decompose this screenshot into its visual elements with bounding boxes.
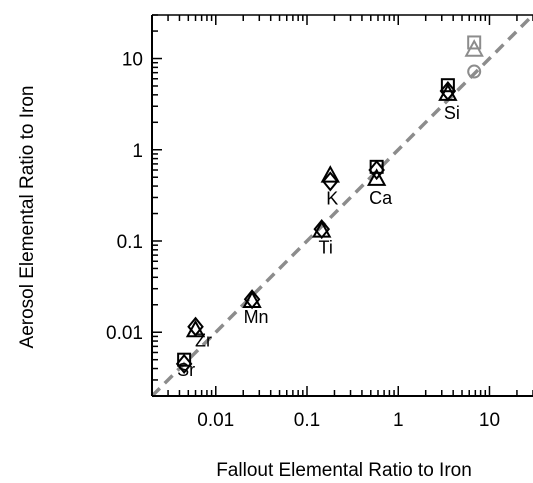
y-tick-label: 1 (132, 141, 143, 162)
x-tick-label: 10 (479, 410, 500, 431)
element-label-zr: Zr (195, 330, 212, 350)
element-label-mn: Mn (244, 307, 269, 327)
ca-diamond-marker (368, 159, 385, 181)
unlabeled-triangle-marker (464, 39, 484, 57)
sr-square-marker (177, 352, 192, 367)
ti-triangle-marker (312, 220, 332, 238)
k-diamond-marker (321, 171, 339, 192)
x-tick-label: 0.1 (294, 410, 320, 431)
y-axis-title: Aerosol Elemental Ratio to Iron (17, 86, 38, 349)
element-label-ca: Ca (369, 188, 393, 208)
zr-diamond-marker (187, 316, 204, 337)
element-label-ti: Ti (319, 238, 333, 258)
y-tick-label: 0.1 (117, 232, 143, 253)
element-label-sr: Sr (177, 360, 195, 380)
y-tick-label: 10 (122, 50, 143, 71)
unlabeled-square-marker (467, 35, 482, 50)
x-axis-title: Fallout Elemental Ratio to Iron (216, 460, 472, 481)
x-tick-label: 0.01 (197, 410, 234, 431)
marker-layer (175, 35, 484, 374)
axes-layer: 0.01 0.1 1 10 0.01 0.1 1 10 (106, 14, 533, 431)
unlabeled-circle-marker (467, 64, 482, 79)
y-tick-label: 0.01 (106, 323, 143, 344)
k-triangle-marker (320, 165, 340, 183)
si-square-marker (440, 78, 455, 93)
sr-diamond-marker (175, 353, 193, 374)
element-label-si: Si (444, 103, 460, 123)
si-triangle-marker (438, 83, 458, 101)
ti-diamond-marker (313, 219, 331, 240)
element-label-k: K (326, 188, 338, 208)
x-tick-label: 1 (393, 410, 404, 431)
ca-triangle-marker (366, 168, 387, 186)
zr-triangle-marker (185, 319, 206, 338)
mn-triangle-marker (242, 290, 262, 308)
